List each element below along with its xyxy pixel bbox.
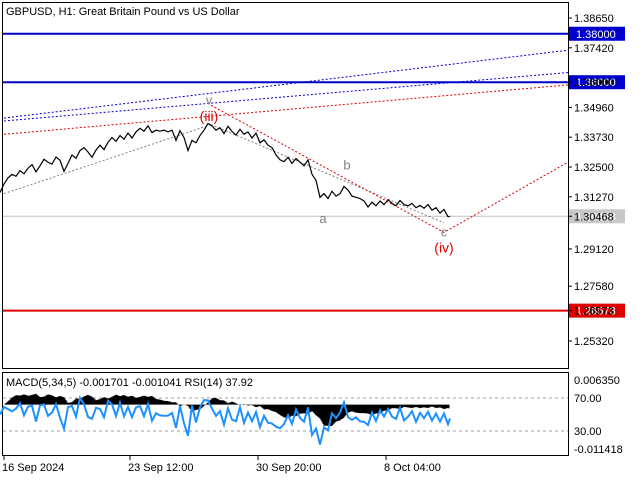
y-tick-label: 1.30468 — [574, 211, 614, 223]
x-tick-label: 8 Oct 04:00 — [384, 462, 441, 474]
x-tick-label: 16 Sep 2024 — [2, 462, 64, 474]
indicator-tick-label: 0.006350 — [574, 375, 620, 387]
price-line — [0, 122, 451, 218]
y-tick-label: 1.34960 — [574, 102, 614, 114]
y-tick-label: 1.31270 — [574, 192, 614, 204]
level-price-label: 1.36000 — [576, 77, 616, 89]
level-price-label: 1.38000 — [576, 29, 616, 41]
price-pane[interactable] — [2, 2, 569, 369]
wave-label: (iii) — [200, 108, 219, 124]
wave-label: b — [343, 157, 350, 172]
y-tick-label: 1.26573 — [574, 306, 614, 318]
current-price-label: 1.30468 — [576, 211, 616, 223]
wave-label: a — [319, 211, 327, 226]
y-tick-label: 1.38650 — [574, 13, 614, 25]
y-tick-label: 1.36000 — [574, 77, 614, 89]
trendline[interactable] — [3, 124, 212, 195]
y-tick-label: 1.27580 — [574, 281, 614, 293]
current-price-box — [569, 209, 625, 224]
trendline[interactable] — [3, 49, 569, 119]
y-tick-label: 1.25320 — [574, 336, 614, 348]
indicator-tick-label: 30.00 — [574, 426, 602, 438]
y-tick-label: 1.29120 — [574, 244, 614, 256]
x-tick-label: 30 Sep 20:00 — [256, 462, 321, 474]
indicator-label: MACD(5,34,5) -0.001701 -0.001041 RSI(14)… — [6, 377, 253, 389]
chart-title: GBPUSD, H1: Great Britain Pound vs US Do… — [6, 6, 240, 18]
y-tick-label: 1.33730 — [574, 132, 614, 144]
level-price-box — [569, 26, 625, 41]
wave-label: (iv) — [434, 239, 453, 255]
x-tick-label: 23 Sep 12:00 — [128, 462, 193, 474]
level-price-label: 1.26573 — [576, 306, 616, 318]
y-tick-label: 1.32500 — [574, 162, 614, 174]
level-price-box — [569, 303, 625, 318]
wave-label: v — [206, 93, 213, 108]
indicator-tick-label: -0.011418 — [574, 444, 623, 456]
trendline[interactable] — [210, 104, 569, 234]
level-price-box — [569, 75, 625, 90]
rsi-line — [0, 394, 451, 445]
indicator-tick-label: 70.00 — [574, 393, 602, 405]
wave-label: c — [441, 225, 448, 240]
y-tick-label: 1.37420 — [574, 43, 614, 55]
